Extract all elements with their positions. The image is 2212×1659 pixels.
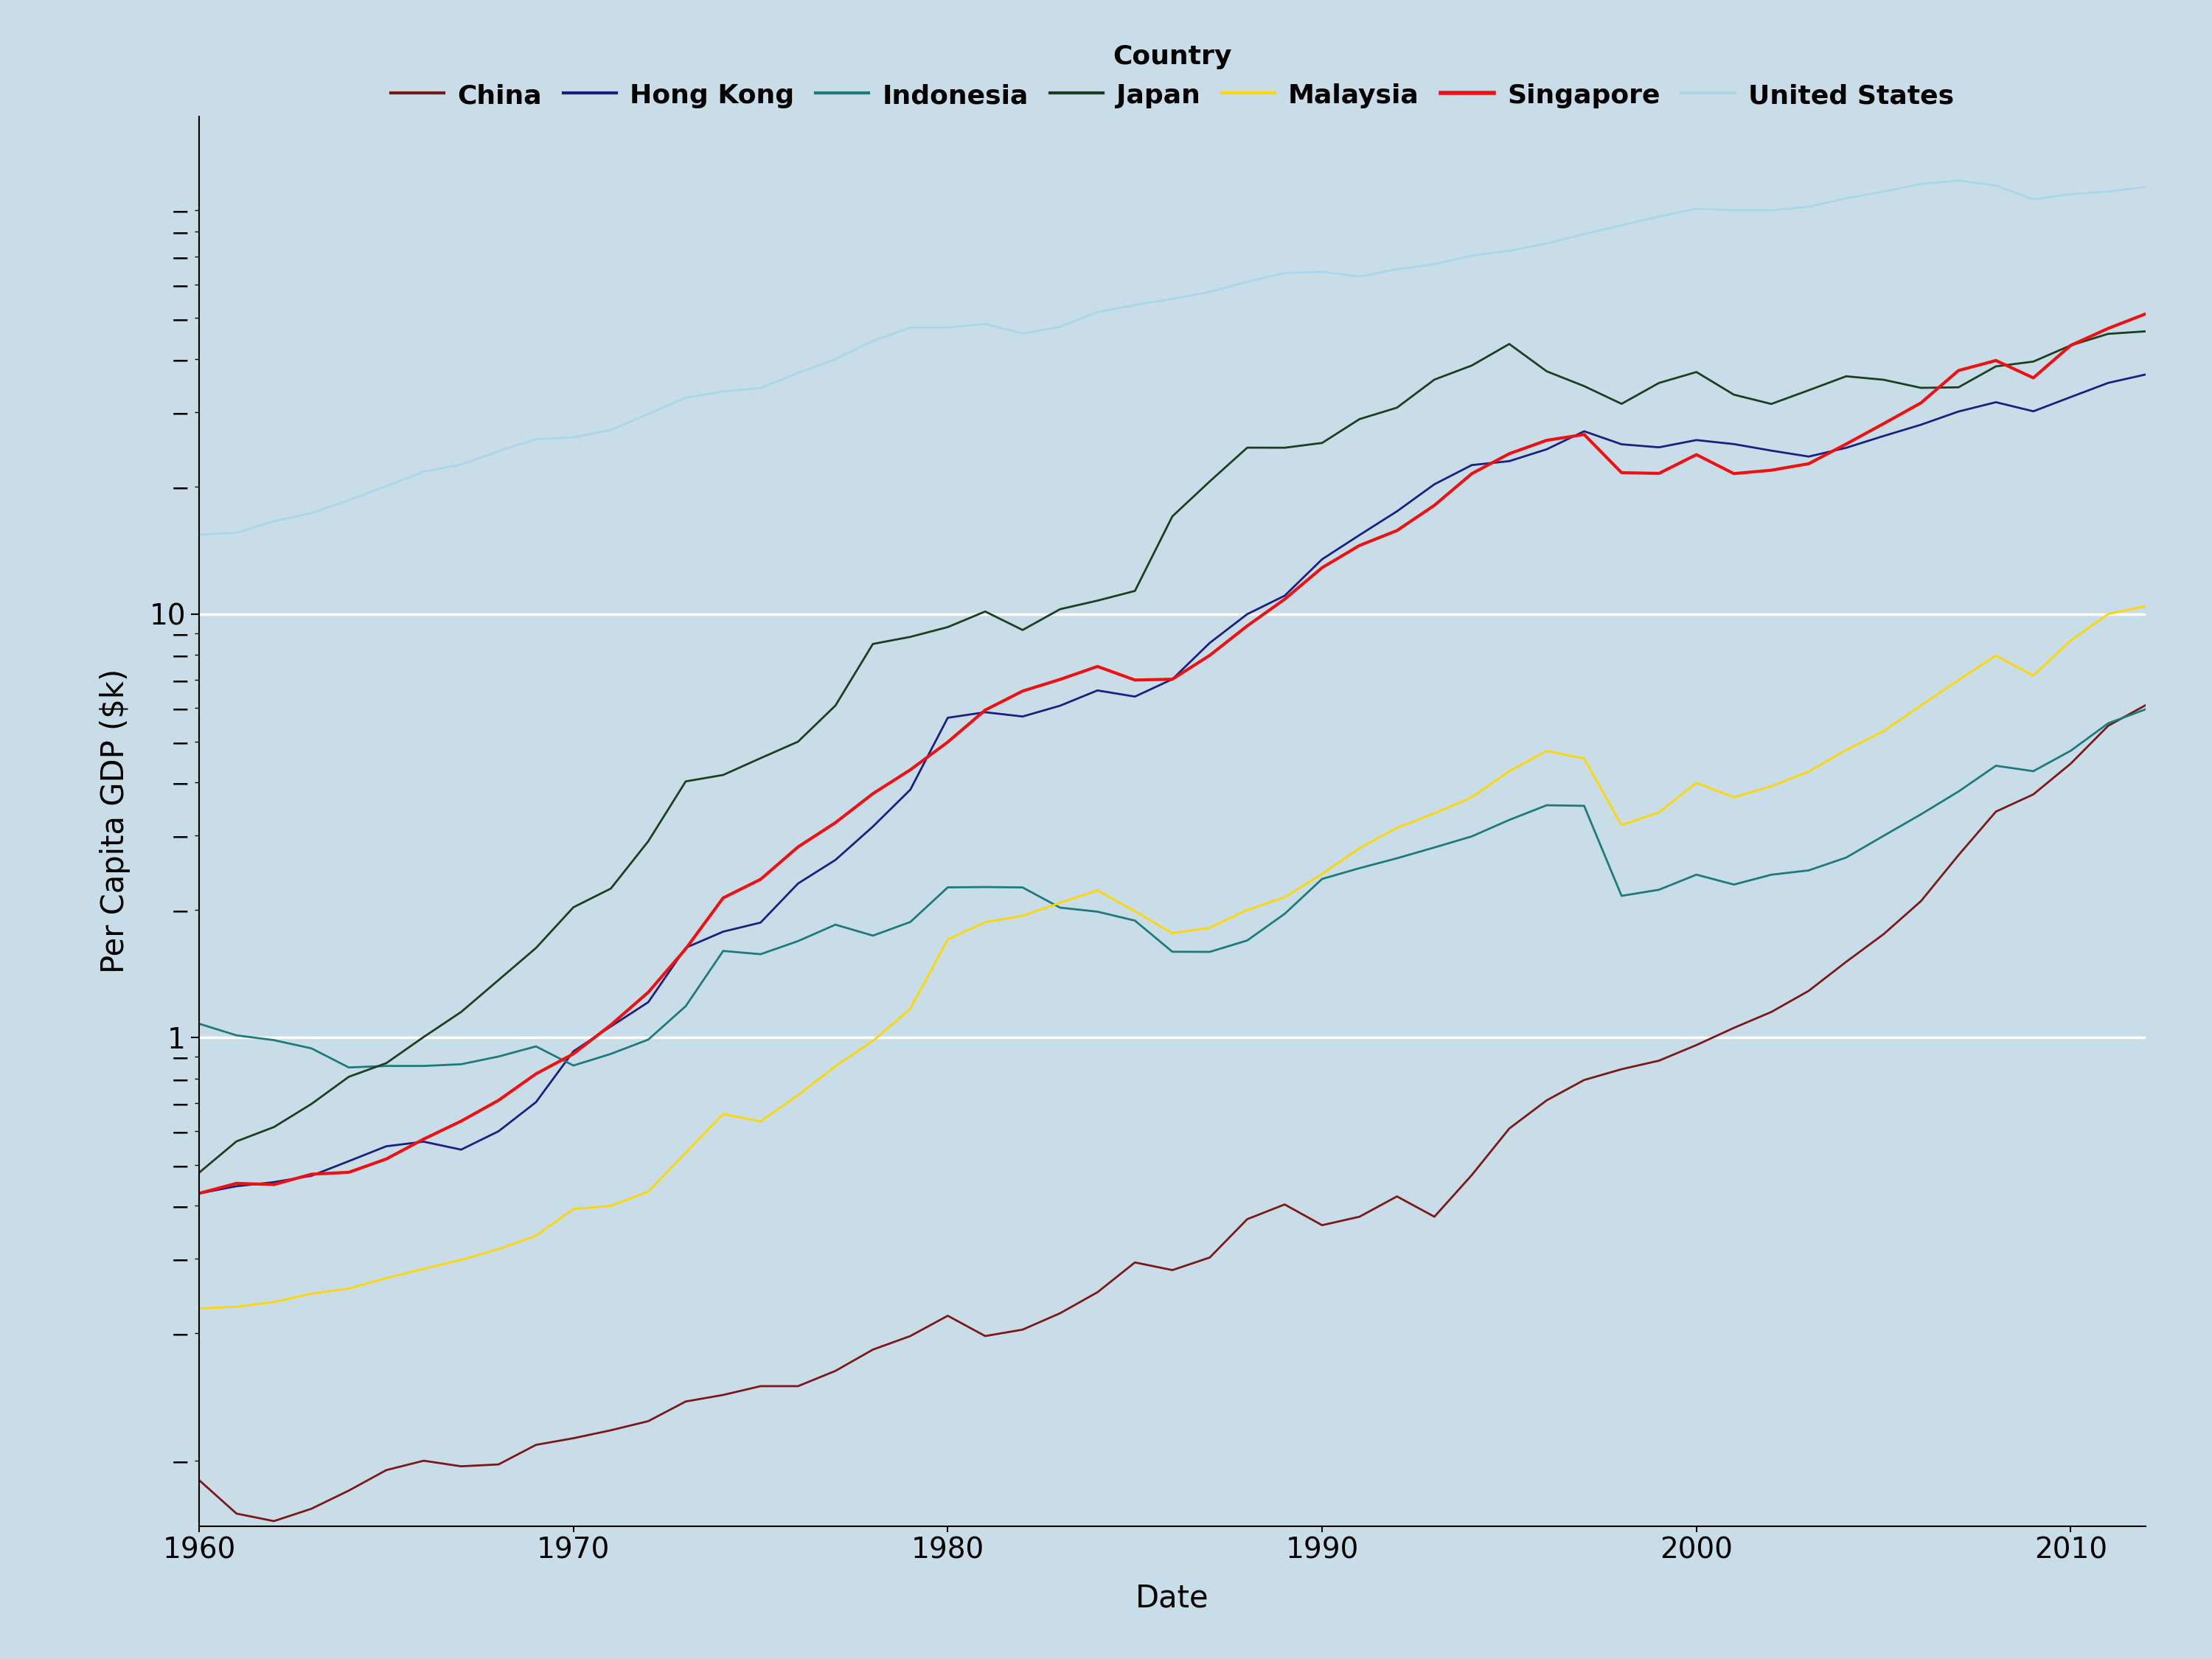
Singapore bbox=[1310, 557, 1336, 577]
Indonesia bbox=[748, 944, 774, 964]
United States bbox=[1907, 174, 1933, 194]
China bbox=[261, 1511, 288, 1531]
Indonesia bbox=[1347, 858, 1374, 878]
Japan bbox=[1907, 378, 1933, 398]
Singapore bbox=[1347, 536, 1374, 556]
Line: United States: United States bbox=[199, 181, 2146, 534]
Hong Kong bbox=[1683, 430, 1710, 450]
United States bbox=[1347, 267, 1374, 287]
X-axis label: Date: Date bbox=[1135, 1583, 1210, 1614]
Malaysia bbox=[186, 1299, 212, 1319]
Indonesia bbox=[336, 1057, 363, 1077]
Line: Singapore: Singapore bbox=[199, 314, 2146, 1193]
Hong Kong bbox=[1907, 415, 1933, 435]
Hong Kong bbox=[1310, 549, 1336, 569]
Hong Kong bbox=[1347, 526, 1374, 546]
China bbox=[1458, 1165, 1484, 1185]
Indonesia bbox=[1944, 781, 1971, 801]
United States bbox=[1683, 199, 1710, 219]
China bbox=[1721, 1019, 1747, 1039]
Singapore bbox=[1907, 393, 1933, 413]
Japan bbox=[1420, 370, 1447, 390]
Indonesia bbox=[186, 1014, 212, 1034]
China bbox=[1347, 1206, 1374, 1226]
Malaysia bbox=[1907, 695, 1933, 715]
Malaysia bbox=[710, 1105, 737, 1125]
Japan bbox=[186, 1163, 212, 1183]
Y-axis label: Per Capita GDP ($k): Per Capita GDP ($k) bbox=[100, 669, 131, 974]
United States bbox=[186, 524, 212, 544]
Malaysia bbox=[1683, 773, 1710, 793]
Malaysia bbox=[1347, 838, 1374, 858]
Japan bbox=[710, 765, 737, 785]
Japan bbox=[1683, 362, 1710, 382]
United States bbox=[1310, 262, 1336, 282]
Malaysia bbox=[1420, 803, 1447, 823]
Japan bbox=[2132, 322, 2159, 342]
United States bbox=[1944, 171, 1971, 191]
United States bbox=[2132, 178, 2159, 197]
Indonesia bbox=[1385, 848, 1411, 868]
Line: Hong Kong: Hong Kong bbox=[199, 375, 2146, 1193]
China bbox=[748, 1377, 774, 1397]
Japan bbox=[1310, 433, 1336, 453]
Indonesia bbox=[2132, 700, 2159, 720]
Line: China: China bbox=[199, 705, 2146, 1521]
Indonesia bbox=[1458, 826, 1484, 846]
Singapore bbox=[1420, 496, 1447, 516]
Line: Malaysia: Malaysia bbox=[199, 606, 2146, 1309]
Singapore bbox=[1683, 445, 1710, 465]
China bbox=[1385, 1186, 1411, 1206]
Singapore bbox=[2132, 304, 2159, 324]
Legend: China, Hong Kong, Indonesia, Japan, Malaysia, Singapore, United States: China, Hong Kong, Indonesia, Japan, Mala… bbox=[378, 32, 1966, 123]
Hong Kong bbox=[710, 922, 737, 942]
United States bbox=[1420, 254, 1447, 274]
Malaysia bbox=[1310, 864, 1336, 884]
Hong Kong bbox=[2132, 365, 2159, 385]
Line: Indonesia: Indonesia bbox=[199, 710, 2146, 1067]
Singapore bbox=[710, 888, 737, 907]
Indonesia bbox=[1721, 874, 1747, 894]
Hong Kong bbox=[186, 1183, 212, 1203]
Japan bbox=[1347, 410, 1374, 430]
China bbox=[2132, 695, 2159, 715]
China bbox=[186, 1470, 212, 1490]
United States bbox=[710, 382, 737, 401]
Malaysia bbox=[2132, 596, 2159, 615]
China bbox=[1944, 844, 1971, 864]
Singapore bbox=[186, 1183, 212, 1203]
Line: Japan: Japan bbox=[199, 332, 2146, 1173]
Hong Kong bbox=[1420, 474, 1447, 494]
